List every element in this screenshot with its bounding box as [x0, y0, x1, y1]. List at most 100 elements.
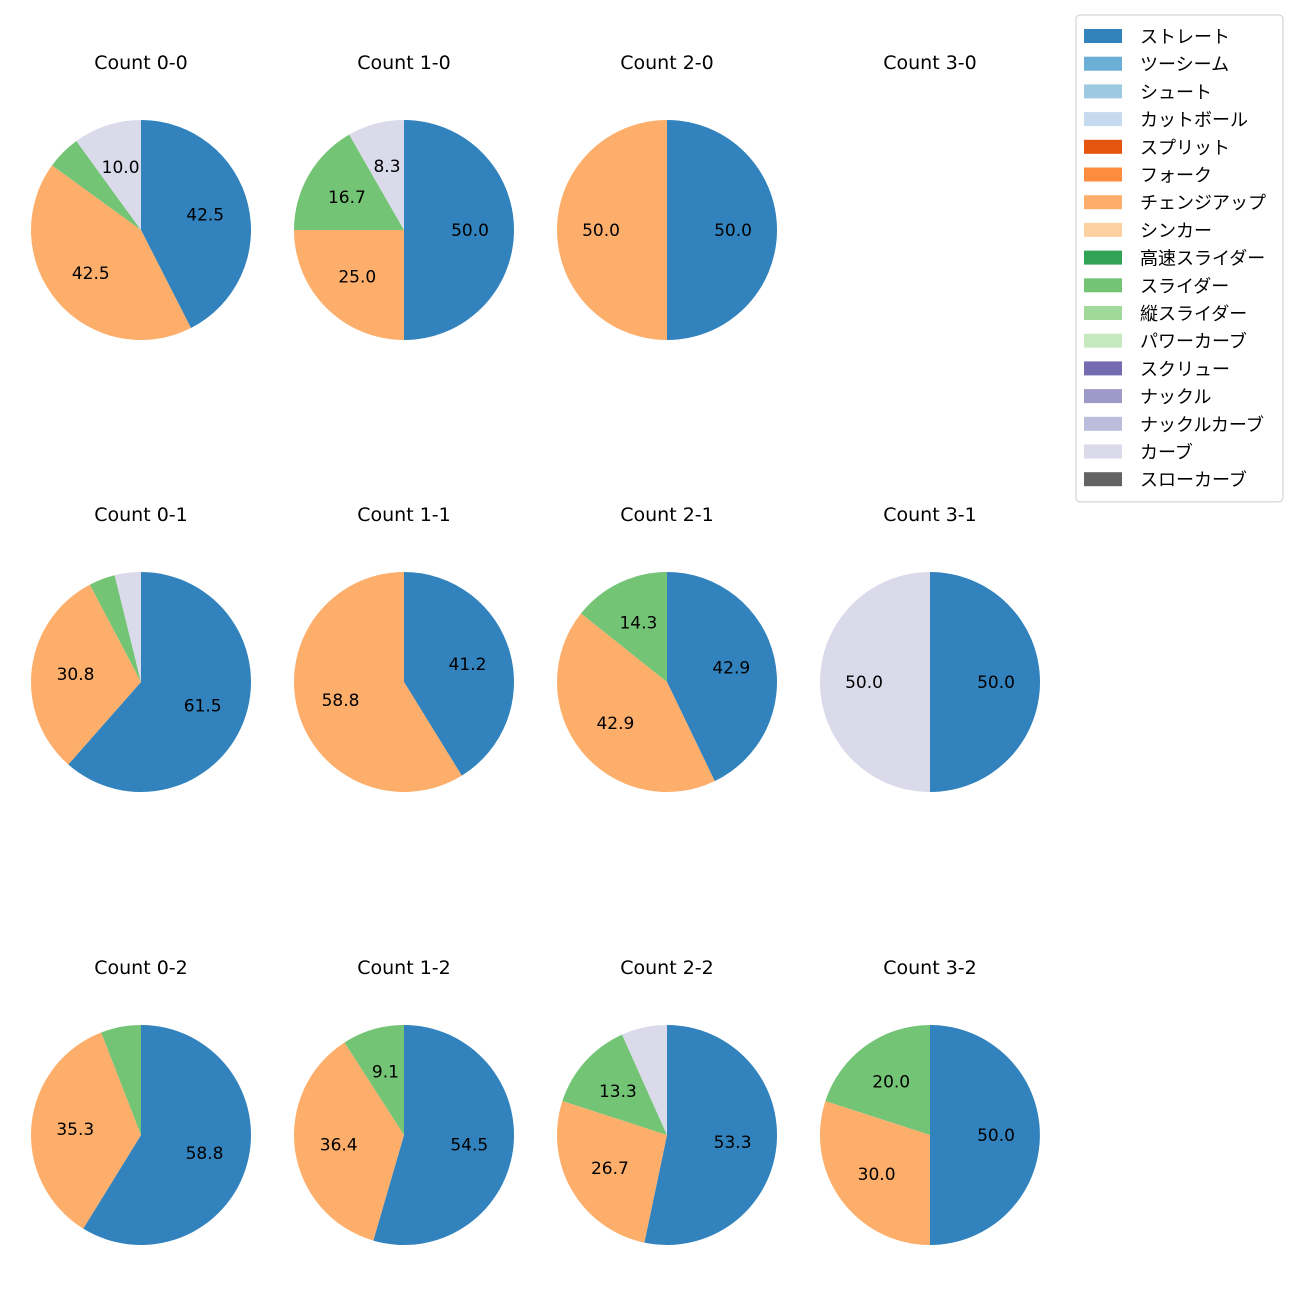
legend-label: シュート — [1140, 82, 1212, 103]
pie-slice — [30, 1032, 141, 1229]
legend-swatch — [1084, 222, 1122, 237]
panel-title: Count 1-2 — [357, 957, 451, 979]
legend-swatch — [1084, 29, 1122, 43]
legend-label: パワーカーブ — [1140, 331, 1247, 353]
pie-slice — [373, 1025, 515, 1245]
pie-slice — [76, 120, 141, 230]
pie-slice — [404, 120, 514, 340]
legend-box — [1075, 14, 1284, 503]
pie-slice — [556, 1101, 667, 1243]
legend-label: ツーシーム — [1140, 55, 1229, 76]
legend-label: カットボール — [1140, 110, 1248, 131]
slice-label: 20.0 — [872, 1073, 910, 1093]
pie-slice — [825, 1025, 930, 1135]
slice-label: 42.9 — [596, 714, 634, 734]
legend-swatch — [1084, 112, 1122, 127]
slice-label: 30.8 — [57, 665, 95, 685]
legend-swatch — [1084, 444, 1122, 459]
pie-slice — [930, 572, 1040, 792]
panel-title: Count 3-0 — [883, 52, 977, 74]
pie-slice — [930, 1025, 1040, 1245]
pie-slice — [667, 120, 777, 340]
pie-slice — [344, 1025, 404, 1135]
legend-label: ストレート — [1140, 27, 1230, 48]
pie-slice — [294, 134, 404, 230]
slice-label: 10.0 — [102, 158, 140, 178]
legend-swatch — [1084, 361, 1122, 376]
slice-label: 25.0 — [338, 268, 376, 288]
pie-slice — [141, 120, 251, 329]
pie-slice — [404, 572, 515, 776]
pie-slice — [294, 572, 462, 793]
slice-label: 41.2 — [449, 655, 487, 675]
slice-label: 50.0 — [451, 221, 489, 241]
legend-label: ナックル — [1140, 387, 1211, 408]
legend-swatch — [1084, 472, 1122, 487]
legend-swatch — [1084, 333, 1122, 348]
pie-slice — [83, 1025, 251, 1245]
panel-title: Count 2-0 — [620, 52, 714, 74]
panel-title: Count 1-1 — [357, 504, 451, 526]
pie-slice — [622, 1025, 667, 1135]
panel-title: Count 0-1 — [94, 504, 188, 526]
legend-swatch — [1084, 416, 1122, 431]
pie-slice — [30, 584, 141, 765]
slice-label: 42.5 — [72, 264, 110, 284]
panel-title: Count 2-1 — [620, 504, 714, 526]
panel-title: Count 2-2 — [620, 957, 714, 979]
slice-label: 26.7 — [591, 1159, 629, 1179]
legend-label: チェンジアップ — [1140, 193, 1266, 214]
pie-slice — [89, 575, 141, 682]
slice-label: 50.0 — [582, 221, 620, 241]
slice-label: 16.7 — [328, 188, 366, 208]
legend-label: シンカー — [1140, 221, 1212, 242]
pie-slice — [349, 120, 404, 230]
slice-label: 30.0 — [858, 1165, 896, 1185]
pie-slice — [294, 1042, 404, 1241]
legend-label: 縦スライダー — [1140, 304, 1247, 325]
panel-title: Count 3-2 — [883, 957, 977, 979]
pie-slice — [101, 1025, 141, 1135]
legend-swatch — [1084, 278, 1122, 293]
slice-label: 61.5 — [184, 696, 222, 716]
panel-title: Count 0-0 — [94, 52, 188, 74]
pie-slice — [667, 572, 778, 782]
legend-label: 高速スライダー — [1140, 249, 1265, 270]
pie-slice — [820, 572, 930, 792]
pie-slice — [557, 120, 667, 340]
panel-title: Count 0-2 — [94, 957, 188, 979]
slice-label: 50.0 — [977, 673, 1015, 693]
pie-slice — [68, 572, 252, 793]
slice-label: 50.0 — [977, 1126, 1015, 1146]
pie-slice — [114, 572, 141, 682]
panel-title: Count 3-1 — [883, 504, 977, 526]
legend-label: スクリュー — [1140, 359, 1230, 380]
slice-label: 35.3 — [56, 1120, 94, 1140]
pie-slice — [30, 165, 191, 341]
legend-label: ナックルカーブ — [1140, 414, 1264, 436]
slice-label: 8.3 — [373, 157, 400, 177]
legend-swatch — [1084, 250, 1122, 265]
panel-title: Count 1-0 — [357, 52, 451, 74]
slice-label: 42.5 — [186, 206, 224, 226]
legend-swatch — [1084, 84, 1122, 99]
slice-label: 9.1 — [372, 1063, 399, 1083]
legend-label: フォーク — [1140, 166, 1212, 187]
slice-label: 50.0 — [714, 221, 752, 241]
legend-swatch — [1084, 306, 1122, 320]
legend-label: スローカーブ — [1140, 469, 1247, 491]
slice-label: 58.8 — [186, 1144, 224, 1164]
legend-label: カーブ — [1140, 442, 1193, 464]
slice-label: 58.8 — [322, 691, 360, 711]
slice-label: 54.5 — [450, 1135, 488, 1155]
slice-label: 42.9 — [712, 658, 750, 678]
legend-swatch — [1084, 139, 1122, 154]
legend-swatch — [1084, 167, 1122, 182]
slice-label: 50.0 — [845, 673, 883, 693]
legend-swatch — [1084, 56, 1122, 71]
pie-slice — [557, 613, 715, 793]
legend-swatch — [1084, 389, 1122, 404]
slice-label: 53.3 — [714, 1133, 752, 1153]
